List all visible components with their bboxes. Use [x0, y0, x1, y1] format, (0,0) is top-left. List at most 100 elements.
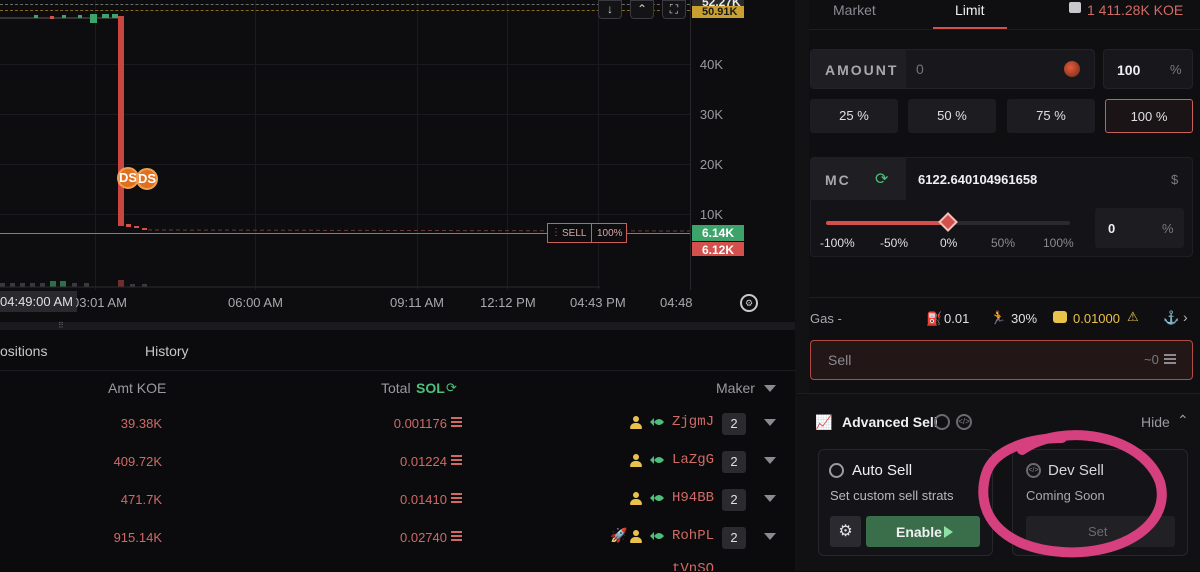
y-tick: 20K [699, 157, 723, 172]
filter-icon[interactable] [764, 385, 776, 392]
order-side-label: SELL [562, 228, 587, 239]
chevron-right-icon[interactable]: › [1183, 309, 1188, 325]
maker-address[interactable]: ZjgmJ [672, 414, 715, 430]
x-tick: 09:11 AM [390, 295, 444, 310]
avg-price-tag: 50.91K [692, 6, 744, 18]
x-tick: 12:12 PM [480, 295, 536, 310]
percent-75-button[interactable]: 75 % [1007, 99, 1095, 133]
table-row[interactable]: tVnSQ [0, 557, 795, 571]
amount-input[interactable] [916, 59, 1056, 79]
trade-count: 2 [722, 451, 746, 473]
drag-handle-icon[interactable]: ⋮ [551, 227, 561, 238]
row-total: 0.02740 [400, 530, 447, 545]
maker-address[interactable]: tVnSQ [672, 561, 715, 571]
chart-settings-icon[interactable]: ⚙ [740, 294, 758, 312]
sell-order-line[interactable] [0, 233, 690, 234]
amount-field[interactable]: AMOUNT [810, 49, 1095, 89]
info-icon[interactable] [934, 414, 950, 430]
slider-label: 100% [1043, 236, 1074, 250]
percent-25-button[interactable]: 25 % [810, 99, 898, 133]
auto-sell-title: Auto Sell [852, 462, 913, 479]
sell-button[interactable]: Sell ~0 [810, 340, 1193, 380]
panel-resize-handle[interactable]: ⠿ [0, 321, 795, 330]
x-tick: 04:43 PM [570, 295, 626, 310]
code-icon[interactable]: </> [956, 414, 972, 430]
rocket-icon: 🚀 [610, 527, 628, 543]
table-row[interactable]: 409.72K 0.01224 LaZgG 2 [0, 443, 795, 481]
chevron-up-icon[interactable]: ⌃ [1177, 412, 1189, 428]
maker-address[interactable]: LaZgG [672, 452, 715, 468]
row-amount: 471.7K [120, 492, 162, 507]
chart-line-icon: 📈 [815, 414, 833, 430]
price-chart[interactable]: ⋮ SELL 100% DS DS 40K 30K 20K 10K 52.27K… [0, 0, 795, 325]
swap-currency-icon[interactable]: ⟳ [446, 380, 457, 395]
priority-fee[interactable]: 0.01000 [1073, 311, 1120, 326]
gas-fee[interactable]: 0.01 [944, 311, 970, 326]
tab-limit[interactable]: Limit [955, 2, 985, 18]
swap-mode-icon[interactable]: ⟳ [875, 171, 889, 188]
filter-icon[interactable] [764, 533, 776, 540]
amount-percent-field[interactable]: 100 % [1103, 49, 1193, 89]
table-row[interactable]: 39.38K 0.001176 ZjgmJ 2 [0, 405, 795, 443]
slider-value-field[interactable]: 0 % [1095, 208, 1184, 248]
enable-button-label: Enable [896, 524, 942, 540]
slider-label: -50% [880, 236, 909, 250]
tab-market[interactable]: Market [833, 2, 876, 18]
y-tick: 10K [699, 207, 723, 222]
maker-address[interactable]: H94BB [672, 490, 715, 506]
candlestick-series [0, 14, 690, 288]
row-amount: 409.72K [113, 454, 162, 469]
collapse-icon[interactable]: ⌃ [630, 0, 654, 19]
slippage-value[interactable]: 30% [1011, 311, 1038, 326]
mev-protect-icon[interactable]: ⚓ [1163, 310, 1180, 325]
percent-100-button[interactable]: 100 % [1105, 99, 1193, 133]
dev-sell-marker[interactable]: DS [136, 168, 158, 190]
x-tick: 04:48 [660, 295, 693, 310]
mc-slider-fill [826, 221, 948, 225]
mc-slider-track[interactable] [826, 212, 1070, 232]
clock-icon [829, 463, 844, 478]
amount-label: AMOUNT [825, 62, 899, 78]
filter-icon[interactable] [764, 457, 776, 464]
row-total: 0.001176 [393, 416, 447, 431]
dev-sell-card: </> Dev Sell Coming Soon Set [1012, 449, 1188, 556]
y-tick: 40K [699, 57, 723, 72]
trade-count: 2 [722, 489, 746, 511]
dev-sell-title: Dev Sell [1048, 462, 1104, 479]
annotation-circle [978, 430, 1167, 558]
amount-percent-unit: % [1170, 62, 1182, 77]
tab-positions[interactable]: ositions [0, 343, 48, 359]
mc-value[interactable]: 6122.640104961658 [918, 172, 1038, 187]
crosshair-time-label: 04:49:00 AM [0, 291, 77, 312]
filter-icon[interactable] [764, 495, 776, 502]
row-total: 0.01224 [400, 454, 447, 469]
filter-icon[interactable] [764, 419, 776, 426]
slippage-icon: 🏃 [990, 310, 1007, 325]
set-button-label: Set [1088, 524, 1108, 539]
sol-icon [451, 455, 462, 465]
table-row[interactable]: 915.14K 0.02740 🚀 RohPL 2 [0, 519, 795, 557]
percent-50-button[interactable]: 50 % [908, 99, 996, 133]
advanced-sell-section: 📈 Advanced Sell </> Hide ⌃ Auto Sell Set… [797, 393, 1200, 571]
sell-order-tag[interactable]: ⋮ SELL 100% [547, 223, 627, 243]
sol-icon [451, 417, 462, 427]
tab-history[interactable]: History [145, 343, 189, 359]
scroll-down-icon[interactable]: ↓ [598, 0, 622, 19]
enable-button[interactable]: Enable [866, 516, 980, 547]
user-icon [630, 492, 642, 506]
amount-percent-value: 100 [1117, 62, 1141, 78]
fullscreen-icon[interactable]: ⛶ [662, 0, 686, 19]
row-total: 0.01410 [400, 492, 447, 507]
token-logo-icon [1064, 61, 1080, 77]
fish-icon [650, 456, 664, 464]
trade-count: 2 [722, 527, 746, 549]
gear-icon[interactable]: ⚙ [830, 516, 861, 547]
fish-icon [650, 494, 664, 502]
table-row[interactable]: 471.7K 0.01410 H94BB 2 [0, 481, 795, 519]
fish-icon [650, 532, 664, 540]
maker-address[interactable]: RohPL [672, 528, 715, 544]
last-high-price-tag: 52.27K [692, 0, 744, 10]
hide-toggle[interactable]: Hide [1141, 414, 1170, 430]
mc-slider-handle[interactable] [938, 212, 958, 232]
row-amount: 39.38K [120, 416, 162, 431]
